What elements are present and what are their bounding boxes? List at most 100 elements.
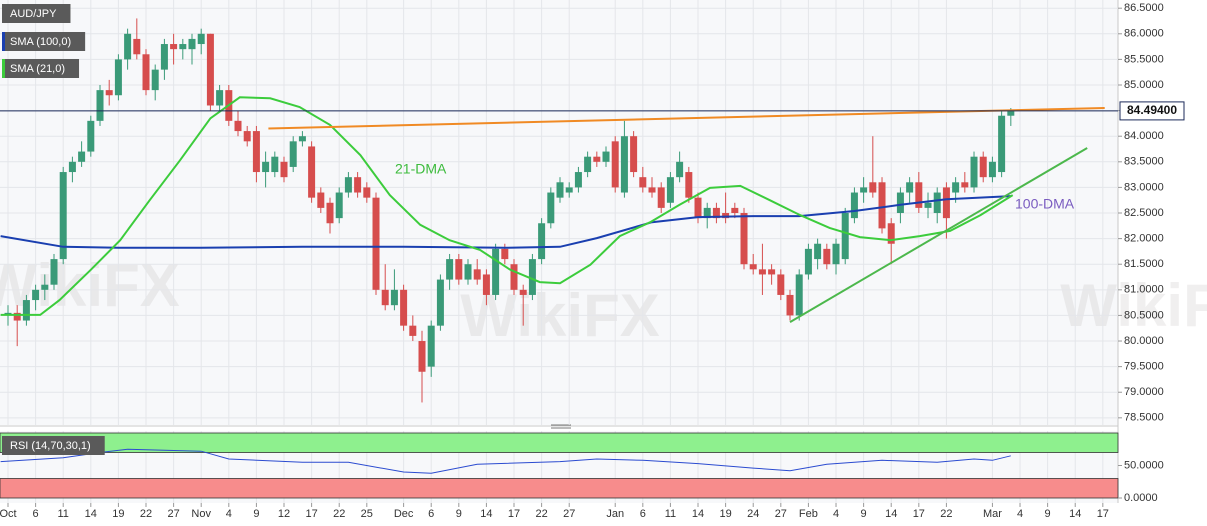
trend-line <box>789 147 1088 323</box>
candle-body <box>850 192 858 219</box>
candle-body <box>915 182 923 208</box>
candle-body <box>602 151 610 162</box>
x-tick-label: Mar <box>983 508 1002 520</box>
candle-body <box>243 131 251 142</box>
price-label: 84.49400 <box>1127 103 1177 117</box>
x-tick-label: 12 <box>278 508 290 520</box>
candle-body <box>676 161 684 178</box>
candle-body <box>32 289 40 301</box>
candle-body <box>519 289 527 295</box>
candle-body <box>105 90 113 96</box>
x-tick-label: Nov <box>191 508 211 520</box>
candle-body <box>179 44 187 50</box>
x-tick-label: 4 <box>833 508 839 520</box>
candle-body <box>326 202 334 224</box>
x-tick-label: Jan <box>606 508 624 520</box>
price-label-box <box>1119 101 1185 121</box>
candle-body <box>427 325 435 367</box>
y-tick-label: 86.0000 <box>1124 28 1164 40</box>
x-tick-label: 9 <box>456 508 462 520</box>
candle-body <box>464 264 472 280</box>
candle-body <box>13 312 21 321</box>
panel-handle <box>551 424 571 429</box>
annotation: 21-DMA <box>395 161 447 177</box>
x-tick-label: Dec <box>394 508 414 520</box>
candle-body <box>777 274 785 295</box>
x-tick-label: 11 <box>57 508 68 520</box>
candle-body <box>262 161 270 173</box>
candle-body <box>59 172 67 260</box>
candle-body <box>749 264 757 270</box>
x-tick-label: 25 <box>361 508 373 520</box>
price-panel <box>0 0 1118 425</box>
candle-body <box>289 141 297 167</box>
y-tick-label: 83.0000 <box>1124 181 1164 193</box>
rsi-line <box>0 448 1011 474</box>
sma-line <box>0 195 1011 249</box>
candle-body <box>961 182 969 188</box>
candle-body <box>639 177 647 188</box>
candle-body <box>630 136 638 173</box>
candle-body <box>933 192 941 214</box>
candle-body <box>124 33 132 60</box>
candle-body <box>731 207 739 214</box>
overbought-zone <box>0 432 1119 453</box>
candle-body <box>565 187 573 193</box>
x-tick-label: 4 <box>226 508 232 520</box>
legend-box <box>2 59 80 78</box>
x-tick-label: 22 <box>940 508 952 520</box>
candle-body <box>78 151 86 162</box>
candle-body <box>942 187 950 219</box>
y-tick-label: 81.5000 <box>1124 258 1164 270</box>
candle-body <box>317 192 325 208</box>
candle-body <box>795 274 803 316</box>
x-tick-label: 27 <box>563 508 575 520</box>
candle-body <box>593 156 601 162</box>
legend-label: AUD/JPY <box>10 8 57 20</box>
candle-body <box>814 243 822 260</box>
legend-label: SMA (100,0) <box>10 36 71 48</box>
x-tick-label: 24 <box>747 508 759 520</box>
candle-body <box>878 182 886 229</box>
legend-item: SMA (100,0) <box>2 32 86 51</box>
y-tick-label: 0.0000 <box>1124 492 1158 504</box>
x-tick-label: 6 <box>33 508 39 520</box>
candle-body <box>620 136 628 193</box>
x-tick-label: 6 <box>428 508 434 520</box>
candle-body <box>528 259 536 295</box>
legend-label: SMA (21,0) <box>10 63 65 75</box>
candle-body <box>114 59 122 96</box>
candle-body <box>740 213 748 265</box>
x-tick-label: Oct <box>0 508 17 520</box>
legend-swatch <box>2 59 5 78</box>
x-tick-label: 14 <box>1069 508 1081 520</box>
candle-body <box>860 187 868 193</box>
y-tick-label: 82.5000 <box>1124 207 1164 219</box>
x-tick-label: 22 <box>535 508 547 520</box>
candle-body <box>804 248 812 275</box>
candle-body <box>547 192 555 224</box>
candle-body <box>234 120 242 132</box>
x-tick-label: 14 <box>480 508 492 520</box>
candle-body <box>869 182 877 193</box>
y-tick-label: 85.0000 <box>1124 79 1164 91</box>
candle-body <box>455 259 463 280</box>
candle-body <box>436 279 444 326</box>
x-tick-label: 9 <box>1045 508 1051 520</box>
candle-body <box>538 223 546 260</box>
y-tick-label: 80.5000 <box>1124 309 1164 321</box>
x-tick-label: 22 <box>333 508 345 520</box>
y-tick-label: 79.0000 <box>1124 386 1164 398</box>
sma-line <box>0 96 1014 316</box>
x-tick-label: 27 <box>167 508 179 520</box>
annotation: 100-DMA <box>1015 196 1075 212</box>
candle-body <box>354 177 362 193</box>
legend-box <box>2 32 86 51</box>
x-tick-label: 27 <box>775 508 787 520</box>
candle-body <box>887 223 895 244</box>
candle-body <box>906 182 914 193</box>
candle-body <box>197 33 205 45</box>
candle-body <box>372 197 380 290</box>
candle-body <box>188 38 196 50</box>
